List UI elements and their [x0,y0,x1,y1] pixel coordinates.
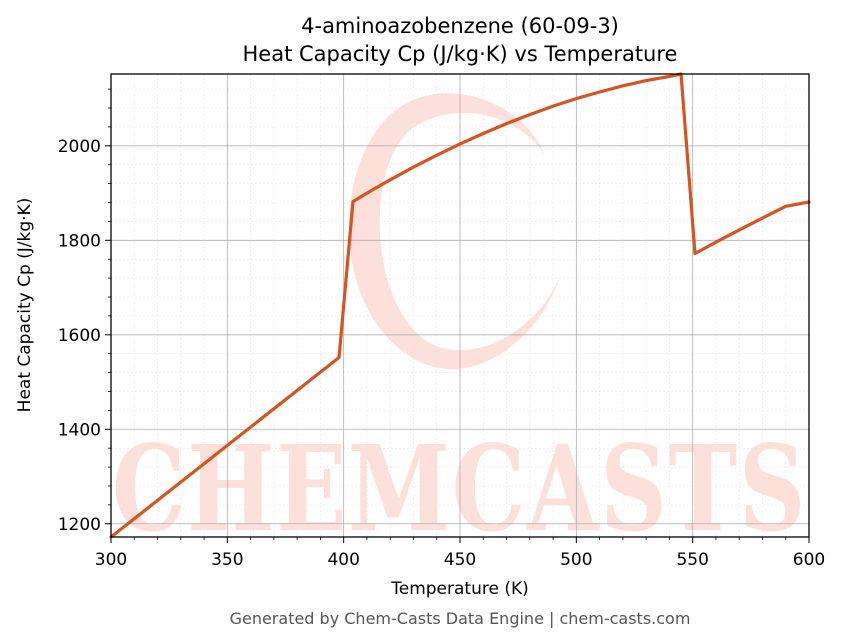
x-tick-label: 600 [793,550,825,570]
y-tick-label: 1400 [58,420,101,440]
series-layer [109,72,811,539]
x-tick-label: 550 [676,550,708,570]
x-tick-label: 500 [560,550,592,570]
chart-title-line1: 4-aminoazobenzene (60-09-3) [301,14,619,38]
footer-credit: Generated by Chem-Casts Data Engine | ch… [230,609,691,628]
series-line [109,72,811,539]
x-axis-ticks: 300 350 400 450 500 550 600 [95,537,825,570]
x-tick-label: 300 [95,550,127,570]
chemcasts-watermark-logo: CHEMCASTS [112,93,805,558]
y-tick-label: 1600 [58,326,101,346]
y-tick-label: 1200 [58,515,101,535]
chart-title-line2: Heat Capacity Cp (J/kg·K) vs Temperature [243,42,678,66]
y-axis-ticks: 1200 1400 1600 1800 2000 [58,88,111,535]
y-tick-label: 2000 [58,137,101,157]
major-grid [110,74,810,537]
x-tick-label: 400 [327,550,359,570]
x-axis-label: Temperature (K) [390,579,529,599]
x-tick-label: 450 [444,550,476,570]
y-axis-label: Heat Capacity Cp (J/kg·K) [15,198,35,413]
x-tick-label: 350 [211,550,243,570]
y-tick-label: 1800 [58,231,101,251]
